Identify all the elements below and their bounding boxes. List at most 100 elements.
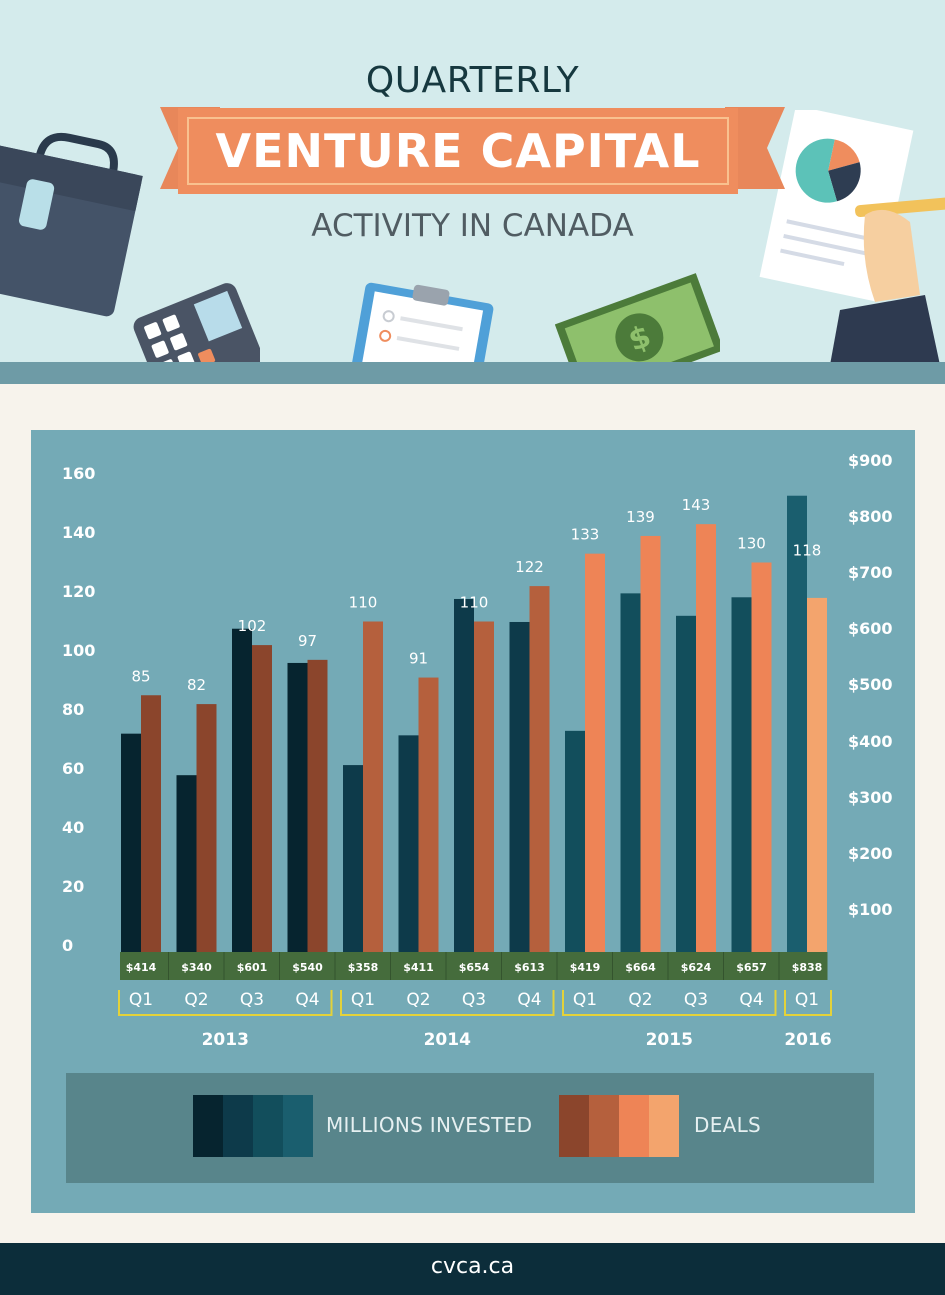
year-label: 2014 (424, 1030, 471, 1050)
clipboard-icon (346, 282, 494, 365)
deals-bar (141, 695, 161, 952)
right-axis-tick: $800 (848, 507, 893, 527)
invested-value-label: $624 (681, 961, 712, 974)
invested-value-label: $657 (736, 961, 767, 974)
invested-value-label: $540 (292, 961, 323, 974)
left-axis-tick: 120 (62, 582, 96, 601)
right-axis-tick: $900 (848, 450, 893, 470)
deals-value-label: 91 (409, 650, 428, 668)
left-axis-tick: 80 (62, 700, 85, 719)
invested-bar (121, 733, 141, 952)
quarter-label: Q4 (517, 990, 541, 1010)
briefcase-icon (0, 132, 143, 317)
legend-invested-swatch (193, 1095, 223, 1157)
right-axis-tick: $200 (848, 843, 893, 863)
title-banner: VENTURE CAPITAL (178, 108, 738, 194)
title-line-3: ACTIVITY IN CANADA (311, 208, 634, 244)
left-axis-tick: 160 (62, 464, 96, 483)
deals-value-label: 130 (737, 535, 766, 553)
deals-value-label: 139 (626, 508, 655, 526)
invested-bar (565, 730, 585, 952)
report-chart-icon (759, 110, 945, 365)
deals-value-label: 110 (460, 594, 489, 612)
left-axis-tick: 100 (62, 641, 96, 660)
invested-value-label: $613 (514, 961, 545, 974)
invested-value-label: $664 (625, 961, 656, 974)
invested-bar (509, 621, 530, 952)
quarter-label: Q4 (739, 990, 763, 1010)
title-line-1: QUARTERLY (365, 60, 580, 101)
legend-deals-swatch (619, 1095, 649, 1157)
invested-bar (176, 775, 197, 952)
right-axis-tick: $700 (848, 563, 893, 583)
left-axis-tick: 140 (62, 523, 96, 542)
invested-bar (787, 495, 807, 952)
year-bracket (118, 990, 333, 1016)
invested-value-label: $419 (570, 961, 601, 974)
deals-bar (196, 704, 217, 952)
invested-value-label: $340 (181, 961, 212, 974)
deals-value-label: 85 (131, 667, 150, 685)
legend-invested-swatch (223, 1095, 253, 1157)
year-label: 2015 (646, 1030, 693, 1050)
footer-site-link[interactable]: cvca.ca (430, 1254, 515, 1279)
header-shelf (0, 362, 945, 384)
left-axis-tick: 60 (62, 759, 85, 778)
quarter-label: Q1 (795, 990, 819, 1010)
right-axis-tick: $500 (848, 675, 893, 695)
invested-label-strip (120, 952, 828, 980)
quarter-label: Q3 (240, 990, 264, 1010)
invested-value-label: $358 (348, 961, 379, 974)
invested-bar (398, 735, 419, 952)
invested-bar (287, 662, 308, 952)
calculator-icon (133, 283, 260, 365)
legend-deals-swatch (649, 1095, 679, 1157)
legend-invested-label: MILLIONS INVESTED (326, 1113, 533, 1137)
quarter-label: Q1 (351, 990, 375, 1010)
legend-deals-label: DEALS (694, 1113, 762, 1137)
right-axis-tick: $400 (848, 731, 893, 751)
legend-invested-swatch (253, 1095, 283, 1157)
invested-bar (676, 615, 696, 952)
invested-value-label: $414 (126, 961, 157, 974)
title-line-2: VENTURE CAPITAL (187, 117, 729, 185)
deals-value-label: 97 (298, 632, 317, 650)
year-bracket (562, 990, 777, 1016)
legend-invested-swatch (283, 1095, 313, 1157)
deals-value-label: 102 (238, 617, 267, 635)
invested-bar (343, 765, 363, 952)
deals-value-label: 110 (349, 594, 378, 612)
deals-bar (474, 621, 494, 952)
right-axis-tick: $300 (848, 787, 893, 807)
legend-deals-swatch (559, 1095, 589, 1157)
deals-bar (585, 553, 605, 952)
invested-value-label: $838 (792, 961, 823, 974)
year-bracket (784, 990, 832, 1016)
quarter-label: Q4 (295, 990, 319, 1010)
footer: cvca.ca (0, 1243, 945, 1295)
invested-bar (731, 597, 752, 952)
deals-bar (252, 645, 272, 952)
deals-bar (363, 621, 383, 952)
year-bracket (340, 990, 555, 1016)
deals-value-label: 82 (187, 676, 206, 694)
quarter-label: Q1 (129, 990, 153, 1010)
deals-value-label: 143 (682, 496, 711, 514)
deals-value-label: 122 (515, 558, 544, 576)
invested-value-label: $411 (403, 961, 434, 974)
deals-value-label: 118 (793, 542, 822, 560)
invested-bar (232, 628, 252, 952)
deals-bar (696, 524, 716, 952)
legend-deals-swatch (589, 1095, 619, 1157)
quarter-label: Q2 (628, 990, 652, 1010)
legend: MILLIONS INVESTED DEALS (66, 1073, 874, 1183)
quarter-label: Q1 (573, 990, 597, 1010)
deals-bar (418, 677, 439, 952)
invested-value-label: $601 (237, 961, 268, 974)
deals-bar (751, 562, 772, 952)
deals-bar (307, 659, 328, 952)
deals-value-label: 133 (571, 526, 600, 544)
header-banner: $ QUARTERLY VENTURE CAPITAL ACTIVITY IN … (0, 0, 945, 365)
left-axis-tick: 0 (62, 936, 74, 955)
quarter-label: Q2 (406, 990, 430, 1010)
